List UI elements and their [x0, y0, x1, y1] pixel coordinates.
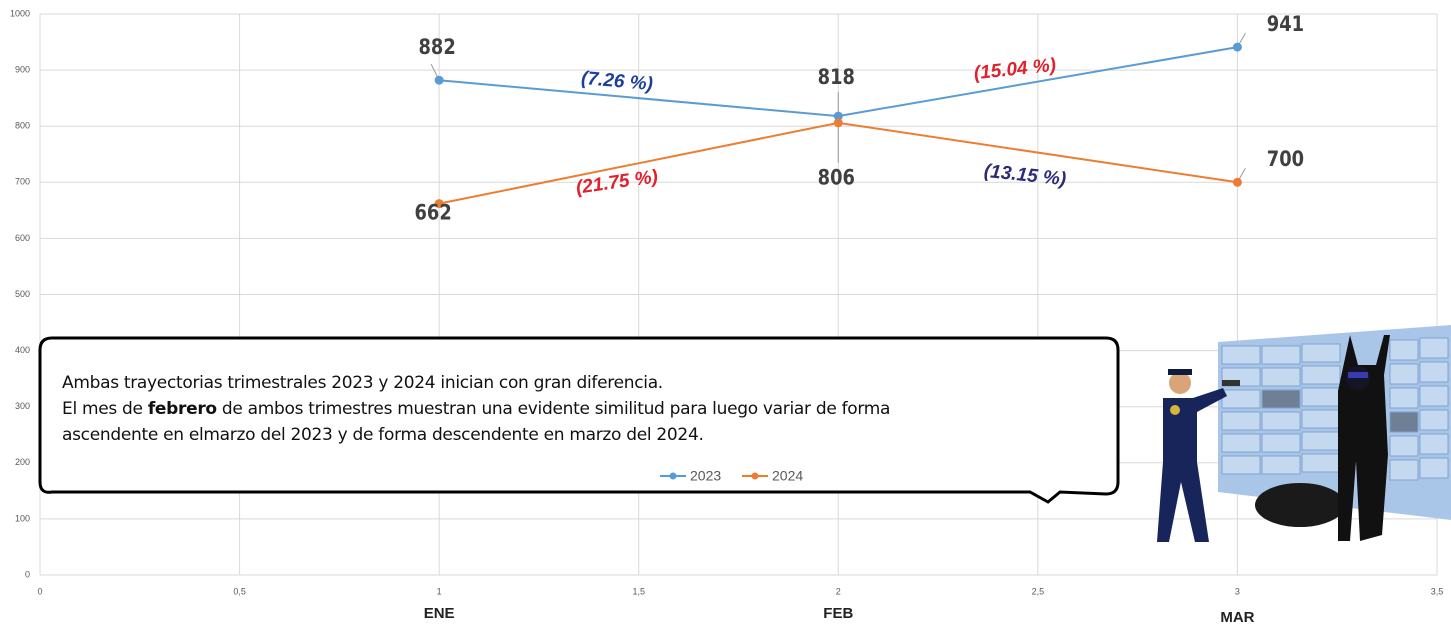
point — [435, 76, 444, 85]
x-tick-label: 2,5 — [1032, 586, 1045, 596]
legend-marker — [670, 473, 677, 480]
note-bold: febrero — [148, 399, 217, 419]
data-label: 941 — [1267, 12, 1304, 37]
y-tick-label: 800 — [15, 121, 30, 131]
annotation: (21.75 %) — [575, 166, 659, 198]
y-tick-label: 200 — [15, 457, 30, 467]
note-line: Ambas trayectorias trimestrales 2023 y 2… — [62, 373, 663, 393]
legend-label: 2023 — [690, 468, 721, 484]
legend-label: 2024 — [772, 468, 803, 484]
x-tick-label: 0,5 — [233, 586, 246, 596]
x-tick-label: 0 — [37, 586, 42, 596]
data-label: 806 — [818, 165, 855, 190]
category-label: FEB — [823, 605, 853, 622]
illustration — [1157, 325, 1451, 542]
note-line: ascendente en elmarzo del 2023 y de form… — [62, 425, 704, 445]
chart: 0 100 200 300 400 500 600 700 800 900 1000 0 0,5 1 1,5… — [0, 0, 1451, 627]
point — [1233, 43, 1242, 52]
page: 0 100 200 300 400 500 600 700 800 900 1000 0 0,5 1 1,5… — [0, 0, 1451, 627]
category-label: ENE — [424, 605, 455, 622]
data-label: 700 — [1267, 147, 1304, 172]
category-label: MAR — [1220, 609, 1254, 626]
y-tick-label: 300 — [15, 401, 30, 411]
data-label: 882 — [419, 35, 456, 60]
legend-marker — [752, 473, 759, 480]
x-tick-label: 1 — [437, 586, 442, 596]
y-tick-label: 600 — [15, 233, 30, 243]
note-line: El mes de — [62, 399, 148, 419]
y-tick-label: 500 — [15, 289, 30, 299]
data-label: 662 — [415, 200, 452, 225]
x-tick-label: 3,5 — [1431, 586, 1444, 596]
x-tick-label: 2 — [836, 586, 841, 596]
y-tick-label: 900 — [15, 64, 30, 74]
x-tick-label: 1,5 — [632, 586, 645, 596]
annotation: (7.26 %) — [580, 68, 653, 95]
annotation: (13.15 %) — [983, 161, 1067, 190]
point — [834, 118, 843, 127]
y-tick-label: 1000 — [10, 8, 30, 18]
point — [1233, 178, 1242, 187]
note-text: Ambas trayectorias trimestrales 2023 y 2… — [62, 370, 890, 448]
x-tick-label: 3 — [1235, 586, 1240, 596]
data-label: 818 — [818, 65, 855, 90]
y-tick-label: 0 — [25, 569, 30, 579]
note-line: de ambos trimestres muestran una evident… — [217, 399, 890, 419]
y-tick-label: 700 — [15, 177, 30, 187]
y-tick-label: 100 — [15, 513, 30, 523]
y-tick-label: 400 — [15, 345, 30, 355]
